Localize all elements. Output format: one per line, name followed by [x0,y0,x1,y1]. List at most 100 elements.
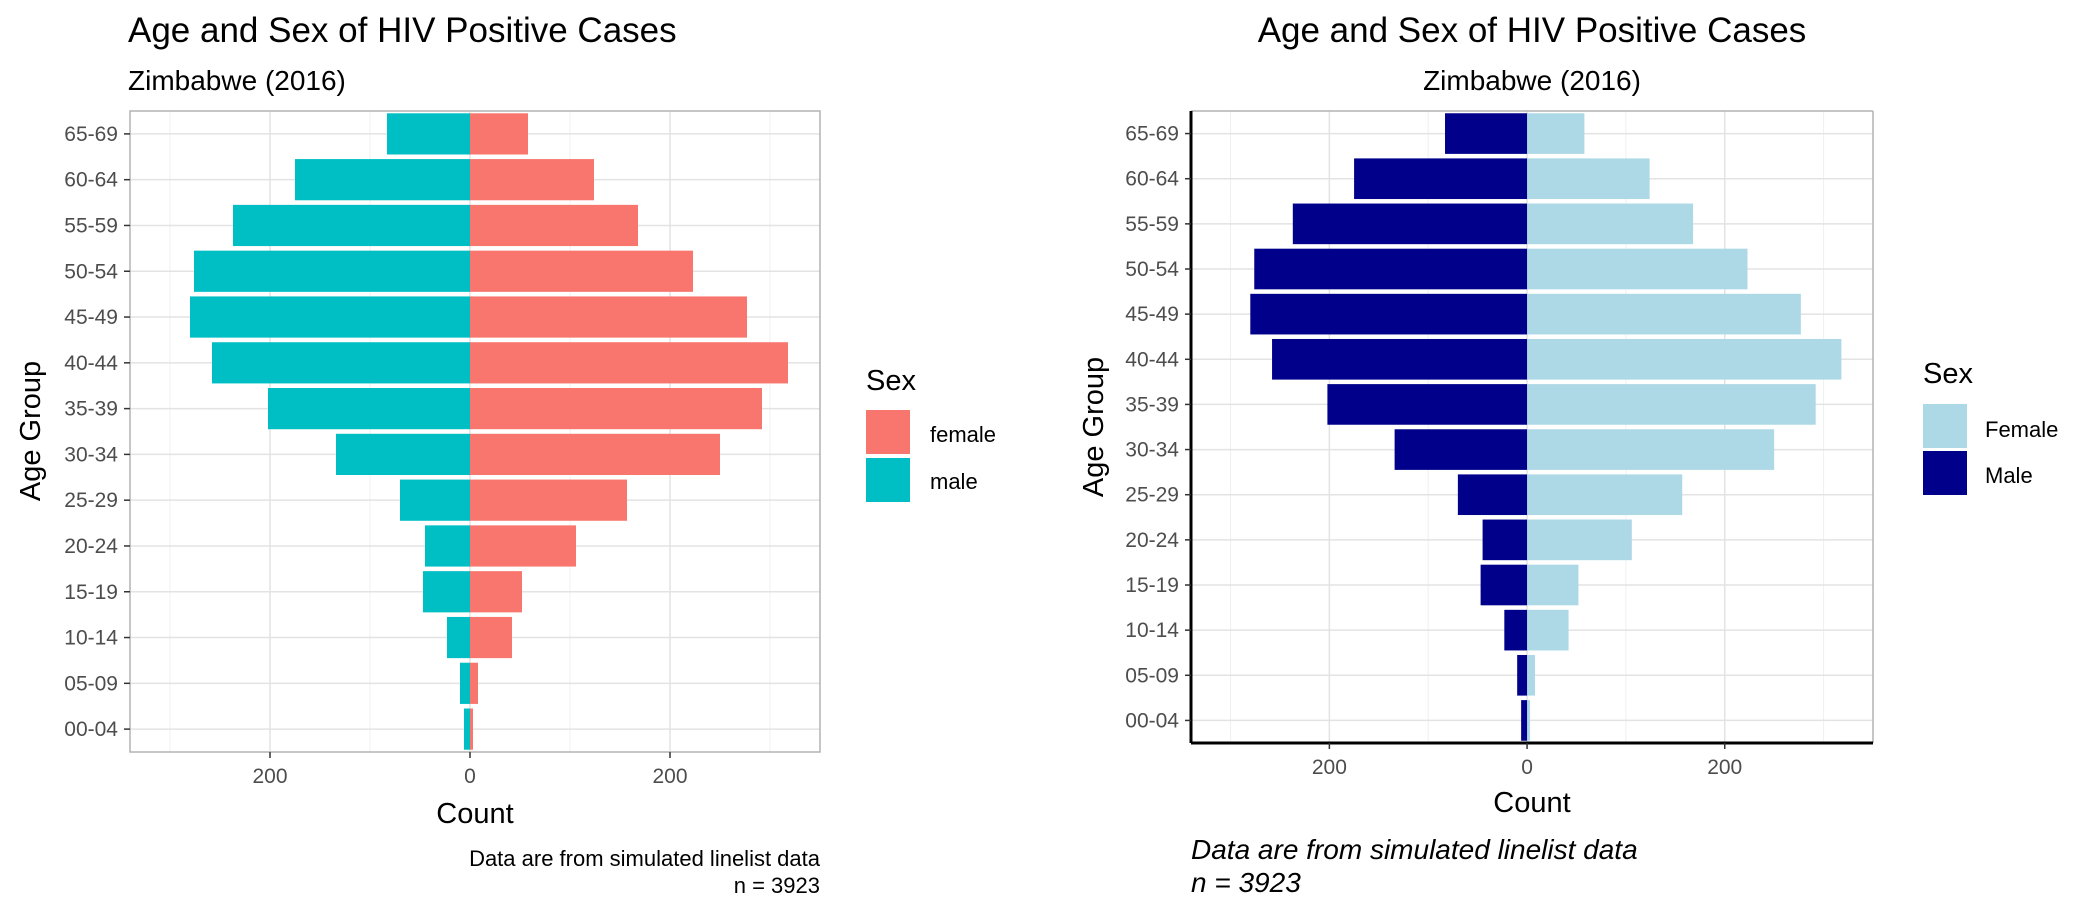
bar-female-20-24 [1527,519,1632,561]
bar-male-00-04 [1521,700,1528,741]
x-tick-label: 200 [1312,756,1347,779]
y-tick-label-60-64: 60-64 [64,169,118,192]
chart-subtitle: Zimbabwe (2016) [128,65,346,96]
bar-female-25-29 [470,479,627,521]
bar-male-10-14 [1504,609,1528,651]
chart-title: Age and Sex of HIV Positive Cases [1258,11,1807,50]
legend-label-female: female [930,422,996,447]
y-tick-label-45-49: 45-49 [64,306,118,329]
y-tick-label-55-59: 55-59 [1125,213,1179,236]
bar-female-35-39 [1527,384,1816,425]
y-tick-label-50-54: 50-54 [64,260,118,283]
bar-female-15-19 [1527,564,1579,606]
bar-female-10-14 [1527,609,1569,651]
bar-male-55-59 [1292,203,1528,245]
bar-male-50-54 [194,250,470,292]
y-axis-title: Age Group [1078,357,1110,497]
y-tick-label-60-64: 60-64 [1125,168,1179,191]
y-tick-label-35-39: 35-39 [1125,393,1179,416]
y-tick-label-10-14: 10-14 [64,627,118,650]
bars [1250,113,1842,741]
caption-line-2: n = 3923 [1191,867,1301,898]
bar-male-30-34 [1394,429,1528,470]
y-tick-label-30-34: 30-34 [1125,439,1179,462]
legend-key-male [866,458,910,502]
legend-label-female: Female [1985,417,2058,442]
y-tick-label-25-29: 25-29 [64,489,118,512]
bar-female-00-04 [1527,700,1531,741]
panel-border [129,110,821,753]
bar-female-15-19 [470,571,522,613]
y-axis-title: Age Group [15,361,47,501]
bars [190,113,788,750]
y-tick-label-25-29: 25-29 [1125,484,1179,507]
x-axis-title: Count [1493,787,1570,819]
bar-male-00-04 [464,708,470,750]
bar-female-65-69 [1527,113,1585,154]
bar-male-60-64 [1354,158,1528,200]
y-tick-label-15-19: 15-19 [1125,574,1179,597]
bar-male-35-39 [268,388,470,430]
bar-female-40-44 [1527,338,1842,380]
x-axis-ticks: 200 0 200 [252,752,688,788]
bar-male-10-14 [447,616,470,659]
y-tick-label-05-09: 05-09 [1125,664,1179,687]
x-tick-label: 200 [652,765,687,788]
x-tick-label: 200 [252,765,287,788]
bar-male-65-69 [387,113,470,155]
caption-line-1: Data are from simulated linelist data [1191,834,1638,865]
y-tick-label-65-69: 65-69 [64,123,118,146]
bar-male-25-29 [1457,474,1528,516]
chart-title: Age and Sex of HIV Positive Cases [128,11,677,50]
x-tick-label: 200 [1707,756,1742,779]
legend-label-male: Male [1985,463,2033,488]
bar-female-20-24 [470,525,576,567]
x-axis-ticks: 200 0 200 [1312,743,1742,779]
bar-female-40-44 [470,342,788,384]
caption-line-2: n = 3923 [734,873,820,898]
y-tick-label-65-69: 65-69 [1125,123,1179,146]
bar-male-20-24 [425,525,470,567]
bar-male-05-09 [1517,654,1528,696]
legend-key-male [1923,451,1967,495]
bar-male-05-09 [460,662,470,704]
bar-male-40-44 [212,342,470,384]
bar-male-55-59 [233,204,470,247]
bar-female-35-39 [470,388,762,430]
y-tick-label-35-39: 35-39 [64,398,118,421]
legend: Sex Female Male [1923,358,2058,495]
x-tick-label: 0 [464,765,476,788]
legend: Sex female male [866,365,996,502]
bar-male-45-49 [1250,293,1528,335]
caption-line-1: Data are from simulated linelist data [469,846,821,871]
pyramid-chart-right: 00-04 05-09 10-14 15-19 20-24 25-29 30-34 35-39… [1078,11,2058,898]
y-tick-label-05-09: 05-09 [64,672,118,695]
bar-male-15-19 [1480,564,1528,606]
bar-male-60-64 [295,159,470,201]
y-tick-label-30-34: 30-34 [64,443,118,466]
chart-subtitle: Zimbabwe (2016) [1423,65,1641,96]
bar-female-45-49 [1527,293,1801,335]
legend-title: Sex [866,365,916,397]
bar-female-65-69 [470,113,528,155]
y-tick-label-55-59: 55-59 [64,214,118,237]
bar-male-30-34 [336,433,470,475]
y-tick-label-40-44: 40-44 [1125,348,1179,371]
bar-male-40-44 [1272,338,1528,380]
bar-male-50-54 [1254,248,1528,290]
bar-female-05-09 [470,662,478,704]
bar-male-25-29 [400,479,470,521]
bar-male-45-49 [190,296,470,338]
y-tick-label-20-24: 20-24 [1125,529,1179,552]
bar-female-60-64 [470,159,594,201]
bar-female-05-09 [1527,654,1535,696]
x-axis-title: Count [436,798,513,830]
y-tick-label-45-49: 45-49 [1125,303,1179,326]
legend-key-female [1923,404,1967,448]
bar-female-55-59 [470,204,638,247]
bar-male-15-19 [423,571,470,613]
y-tick-label-10-14: 10-14 [1125,619,1179,642]
bar-female-45-49 [470,296,747,338]
x-tick-label: 0 [1521,756,1533,779]
bar-female-00-04 [470,708,473,750]
